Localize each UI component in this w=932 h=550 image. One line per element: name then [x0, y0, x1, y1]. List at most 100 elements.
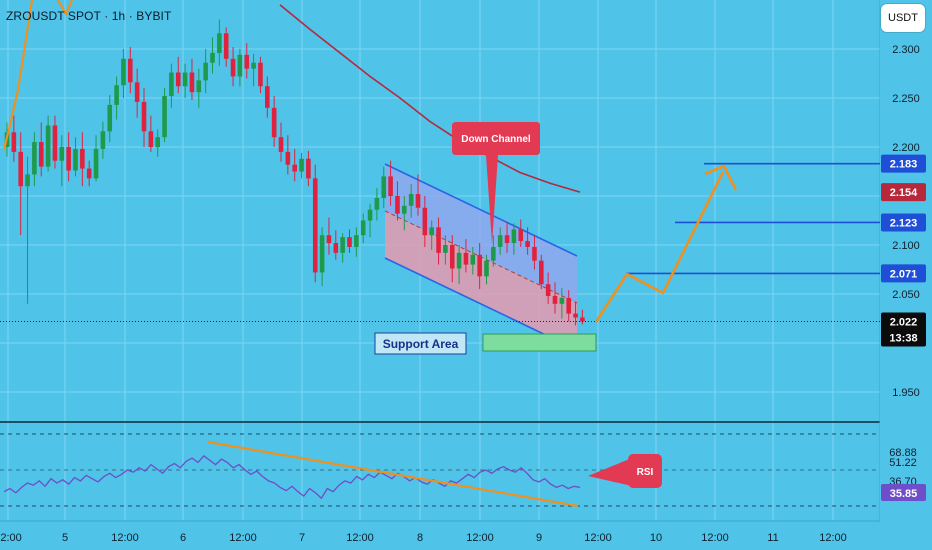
price-label-text: 2.154	[890, 187, 918, 199]
price-tick: 2.100	[892, 240, 920, 252]
candle-body	[128, 58, 133, 83]
rsi-tick-top: 68.88	[889, 447, 917, 459]
price-label-tag	[881, 213, 926, 232]
price-label-tag	[881, 183, 926, 202]
candle-body	[449, 245, 455, 269]
candle-body	[559, 297, 565, 304]
candle-body	[38, 142, 44, 167]
time-tick: 6	[180, 532, 186, 544]
time-tick: 12:00	[701, 532, 729, 544]
price-tick: 2.200	[892, 142, 920, 154]
time-tick: 12:00	[466, 532, 494, 544]
candle-body	[251, 62, 256, 69]
time-tick: 12:00	[346, 532, 374, 544]
price-tick: 1.950	[892, 387, 920, 399]
candle-body	[203, 62, 208, 81]
time-tick: 5	[62, 532, 68, 544]
projection-path[interactable]	[2, 0, 738, 323]
candle-body	[477, 254, 482, 277]
candle-body	[395, 196, 400, 214]
moving-average-line	[279, 4, 581, 193]
candle-body	[347, 237, 352, 247]
candle-body	[402, 205, 407, 214]
rsi-callout-pointer	[588, 458, 632, 486]
candle-body	[518, 229, 524, 242]
price-tick: 2.250	[892, 93, 920, 105]
candle-body	[100, 131, 106, 149]
candle-body	[196, 80, 202, 93]
candle-body	[545, 284, 551, 296]
projection-line	[594, 171, 725, 323]
callout-bubble	[452, 122, 540, 244]
candle-body	[134, 82, 140, 102]
down-channel-callout[interactable]: Down Channel	[452, 122, 540, 244]
resistance-levels[interactable]	[0, 162, 880, 322]
candle-body	[45, 125, 51, 167]
candle-body	[443, 245, 448, 253]
price-label-text: 2.183	[890, 159, 918, 171]
candle-body	[532, 246, 537, 261]
candle-body	[285, 151, 291, 165]
candle-body	[217, 33, 222, 53]
price-tick: 2.050	[892, 289, 920, 301]
candle-body	[148, 131, 154, 147]
previous-trend-line	[2, 0, 34, 151]
candle-body	[210, 52, 215, 63]
projection-arrowhead	[704, 164, 738, 191]
candle-body	[107, 104, 113, 132]
candle-body	[319, 235, 325, 273]
time-tick: 8	[417, 532, 423, 544]
rsi-tick: 51.22	[889, 457, 917, 469]
candle-body	[504, 235, 510, 244]
price-label-tag	[881, 154, 926, 173]
candle-body	[11, 132, 17, 152]
time-tick: 12:00	[229, 532, 257, 544]
time-axis-background	[0, 522, 880, 550]
candle-body	[511, 229, 517, 244]
candle-body	[340, 237, 345, 253]
rsi-line	[3, 455, 581, 500]
candle-body	[326, 235, 332, 244]
time-axis[interactable]: 12:00 5 12:00 6 12:00 7 12:00 8 12:00 9 12:00 10 12:…	[0, 520, 880, 550]
time-tick: 12:00	[0, 532, 22, 544]
candle-body	[189, 72, 195, 93]
price-label-text: 2.071	[890, 268, 918, 280]
candle-body	[25, 174, 30, 187]
rsi-value-tag	[881, 484, 926, 501]
rsi-callout-box	[628, 454, 662, 488]
candle-body	[86, 168, 92, 179]
time-tick: 11	[767, 532, 778, 544]
candle-body	[566, 297, 571, 314]
candle-body	[354, 235, 359, 247]
candle-body	[141, 101, 147, 132]
rsi-pane: RSI	[0, 433, 880, 508]
price-tick: 2.300	[892, 44, 920, 56]
candle-body	[114, 85, 119, 105]
candle-body	[155, 137, 160, 147]
candle-body	[32, 142, 37, 175]
candle-body	[539, 260, 544, 285]
price-axis[interactable]: 2.300 2.250 2.200 2.100 2.050 1.950 2.183 2.154…	[880, 0, 932, 550]
symbol-title: ZROUSDT SPOT · 1h · BYBIT	[6, 9, 172, 23]
candle-body	[230, 58, 236, 77]
time-tick: 12:00	[584, 532, 612, 544]
candle-body	[580, 317, 585, 322]
price-label-tag	[881, 312, 926, 347]
candle-body	[429, 227, 434, 236]
candle-body	[381, 176, 387, 198]
candle-body	[271, 107, 277, 138]
rsi-current-value: 35.85	[890, 488, 918, 500]
candle-body	[80, 148, 85, 169]
candle-body	[182, 72, 188, 87]
currency-button[interactable]: USDT	[881, 4, 925, 32]
candle-body	[388, 176, 393, 196]
candle-body	[484, 260, 489, 277]
candle-body	[162, 96, 167, 138]
candle-body	[265, 86, 270, 108]
moving-average	[279, 4, 581, 193]
candle-body	[59, 147, 65, 161]
candle-body	[278, 137, 284, 152]
support-area[interactable]: Support Area	[374, 332, 597, 355]
